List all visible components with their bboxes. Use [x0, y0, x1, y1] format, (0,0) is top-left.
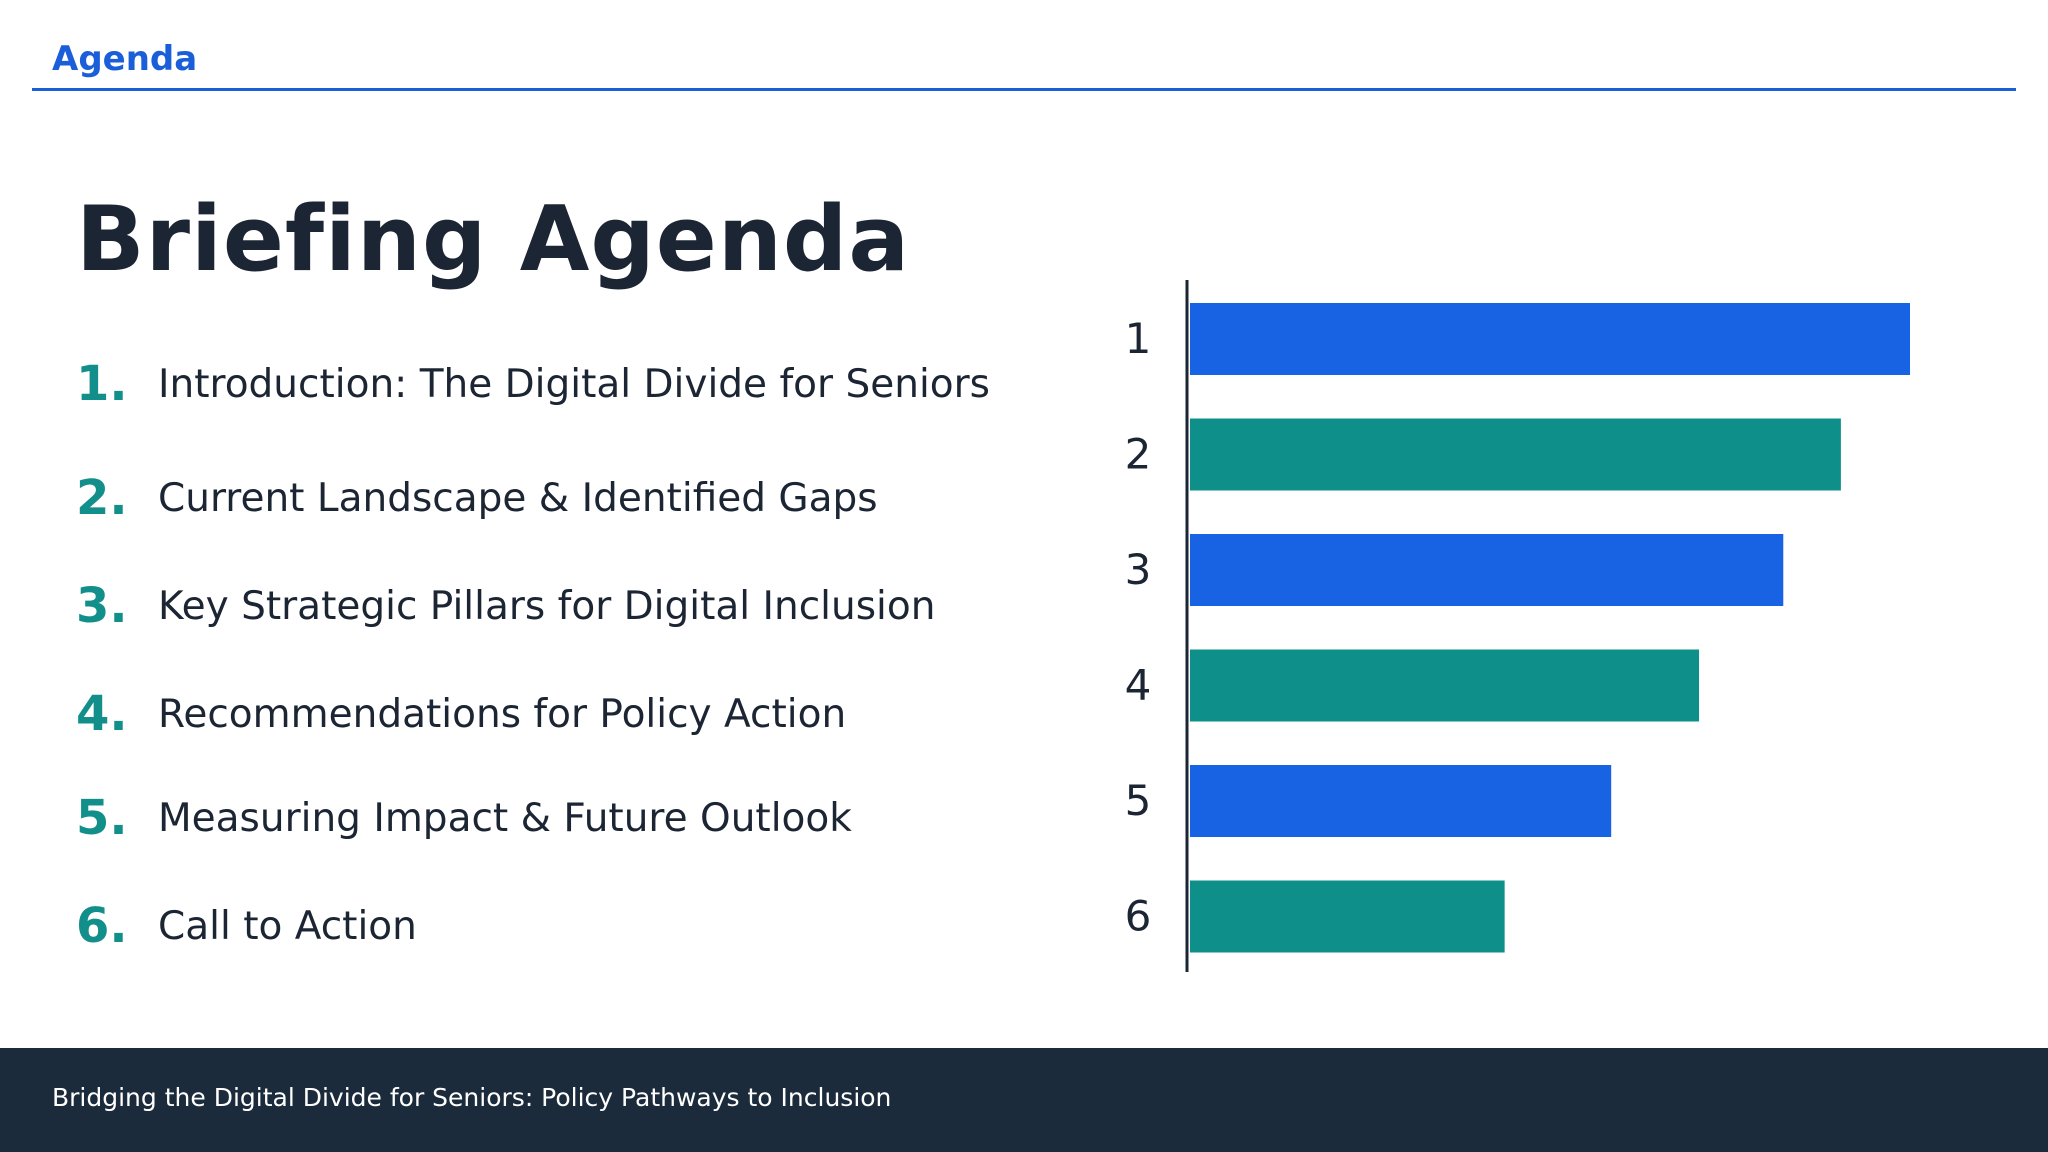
chart-category-label-3: 3 — [1125, 545, 1152, 594]
agenda-item-3: 3. Key Strategic Pillars for Digital Inc… — [76, 574, 935, 638]
header-label: Agenda — [52, 39, 198, 79]
footer-text: Bridging the Digital Divide for Seniors:… — [52, 1083, 892, 1112]
chart-category-label-5: 5 — [1125, 776, 1152, 825]
agenda-item-1: 1. Introduction: The Digital Divide for … — [76, 352, 990, 416]
agenda-item-2: 2. Current Landscape & Identified Gaps — [76, 466, 878, 530]
chart-category-label-4: 4 — [1125, 661, 1152, 710]
agenda-item-number: 1. — [76, 356, 128, 412]
chart-bar-4 — [1190, 649, 1700, 722]
header-divider — [32, 88, 2016, 91]
chart-bar-5 — [1190, 765, 1612, 837]
agenda-item-text: Call to Action — [158, 903, 417, 949]
agenda-item-number: 3. — [76, 578, 128, 634]
agenda-item-number: 5. — [76, 790, 128, 846]
agenda-item-5: 5. Measuring Impact & Future Outlook — [76, 786, 852, 850]
agenda-item-text: Current Landscape & Identified Gaps — [158, 475, 878, 521]
chart-bar-6 — [1190, 880, 1505, 953]
chart-category-label-2: 2 — [1125, 430, 1152, 479]
page-title: Briefing Agenda — [76, 187, 911, 292]
agenda-item-text: Recommendations for Policy Action — [158, 691, 847, 737]
agenda-item-text: Key Strategic Pillars for Digital Inclus… — [158, 583, 936, 629]
agenda-item-text: Measuring Impact & Future Outlook — [158, 795, 852, 841]
agenda-bar-chart: 1 2 3 4 5 6 — [1125, 280, 1910, 972]
agenda-item-text: Introduction: The Digital Divide for Sen… — [158, 361, 990, 407]
agenda-item-number: 2. — [76, 470, 128, 526]
agenda-item-4: 4. Recommendations for Policy Action — [76, 682, 846, 746]
agenda-item-number: 6. — [76, 898, 128, 954]
agenda-item-number: 4. — [76, 686, 128, 742]
chart-bar-3 — [1190, 534, 1784, 606]
chart-category-label-6: 6 — [1125, 892, 1152, 941]
chart-bar-2 — [1190, 418, 1841, 491]
chart-bar-1 — [1190, 303, 1910, 375]
agenda-item-6: 6. Call to Action — [76, 894, 417, 958]
footer-bar: Bridging the Digital Divide for Seniors:… — [0, 1048, 2048, 1152]
agenda-list: 1. Introduction: The Digital Divide for … — [76, 0, 1076, 1000]
chart-category-label-1: 1 — [1125, 314, 1152, 363]
